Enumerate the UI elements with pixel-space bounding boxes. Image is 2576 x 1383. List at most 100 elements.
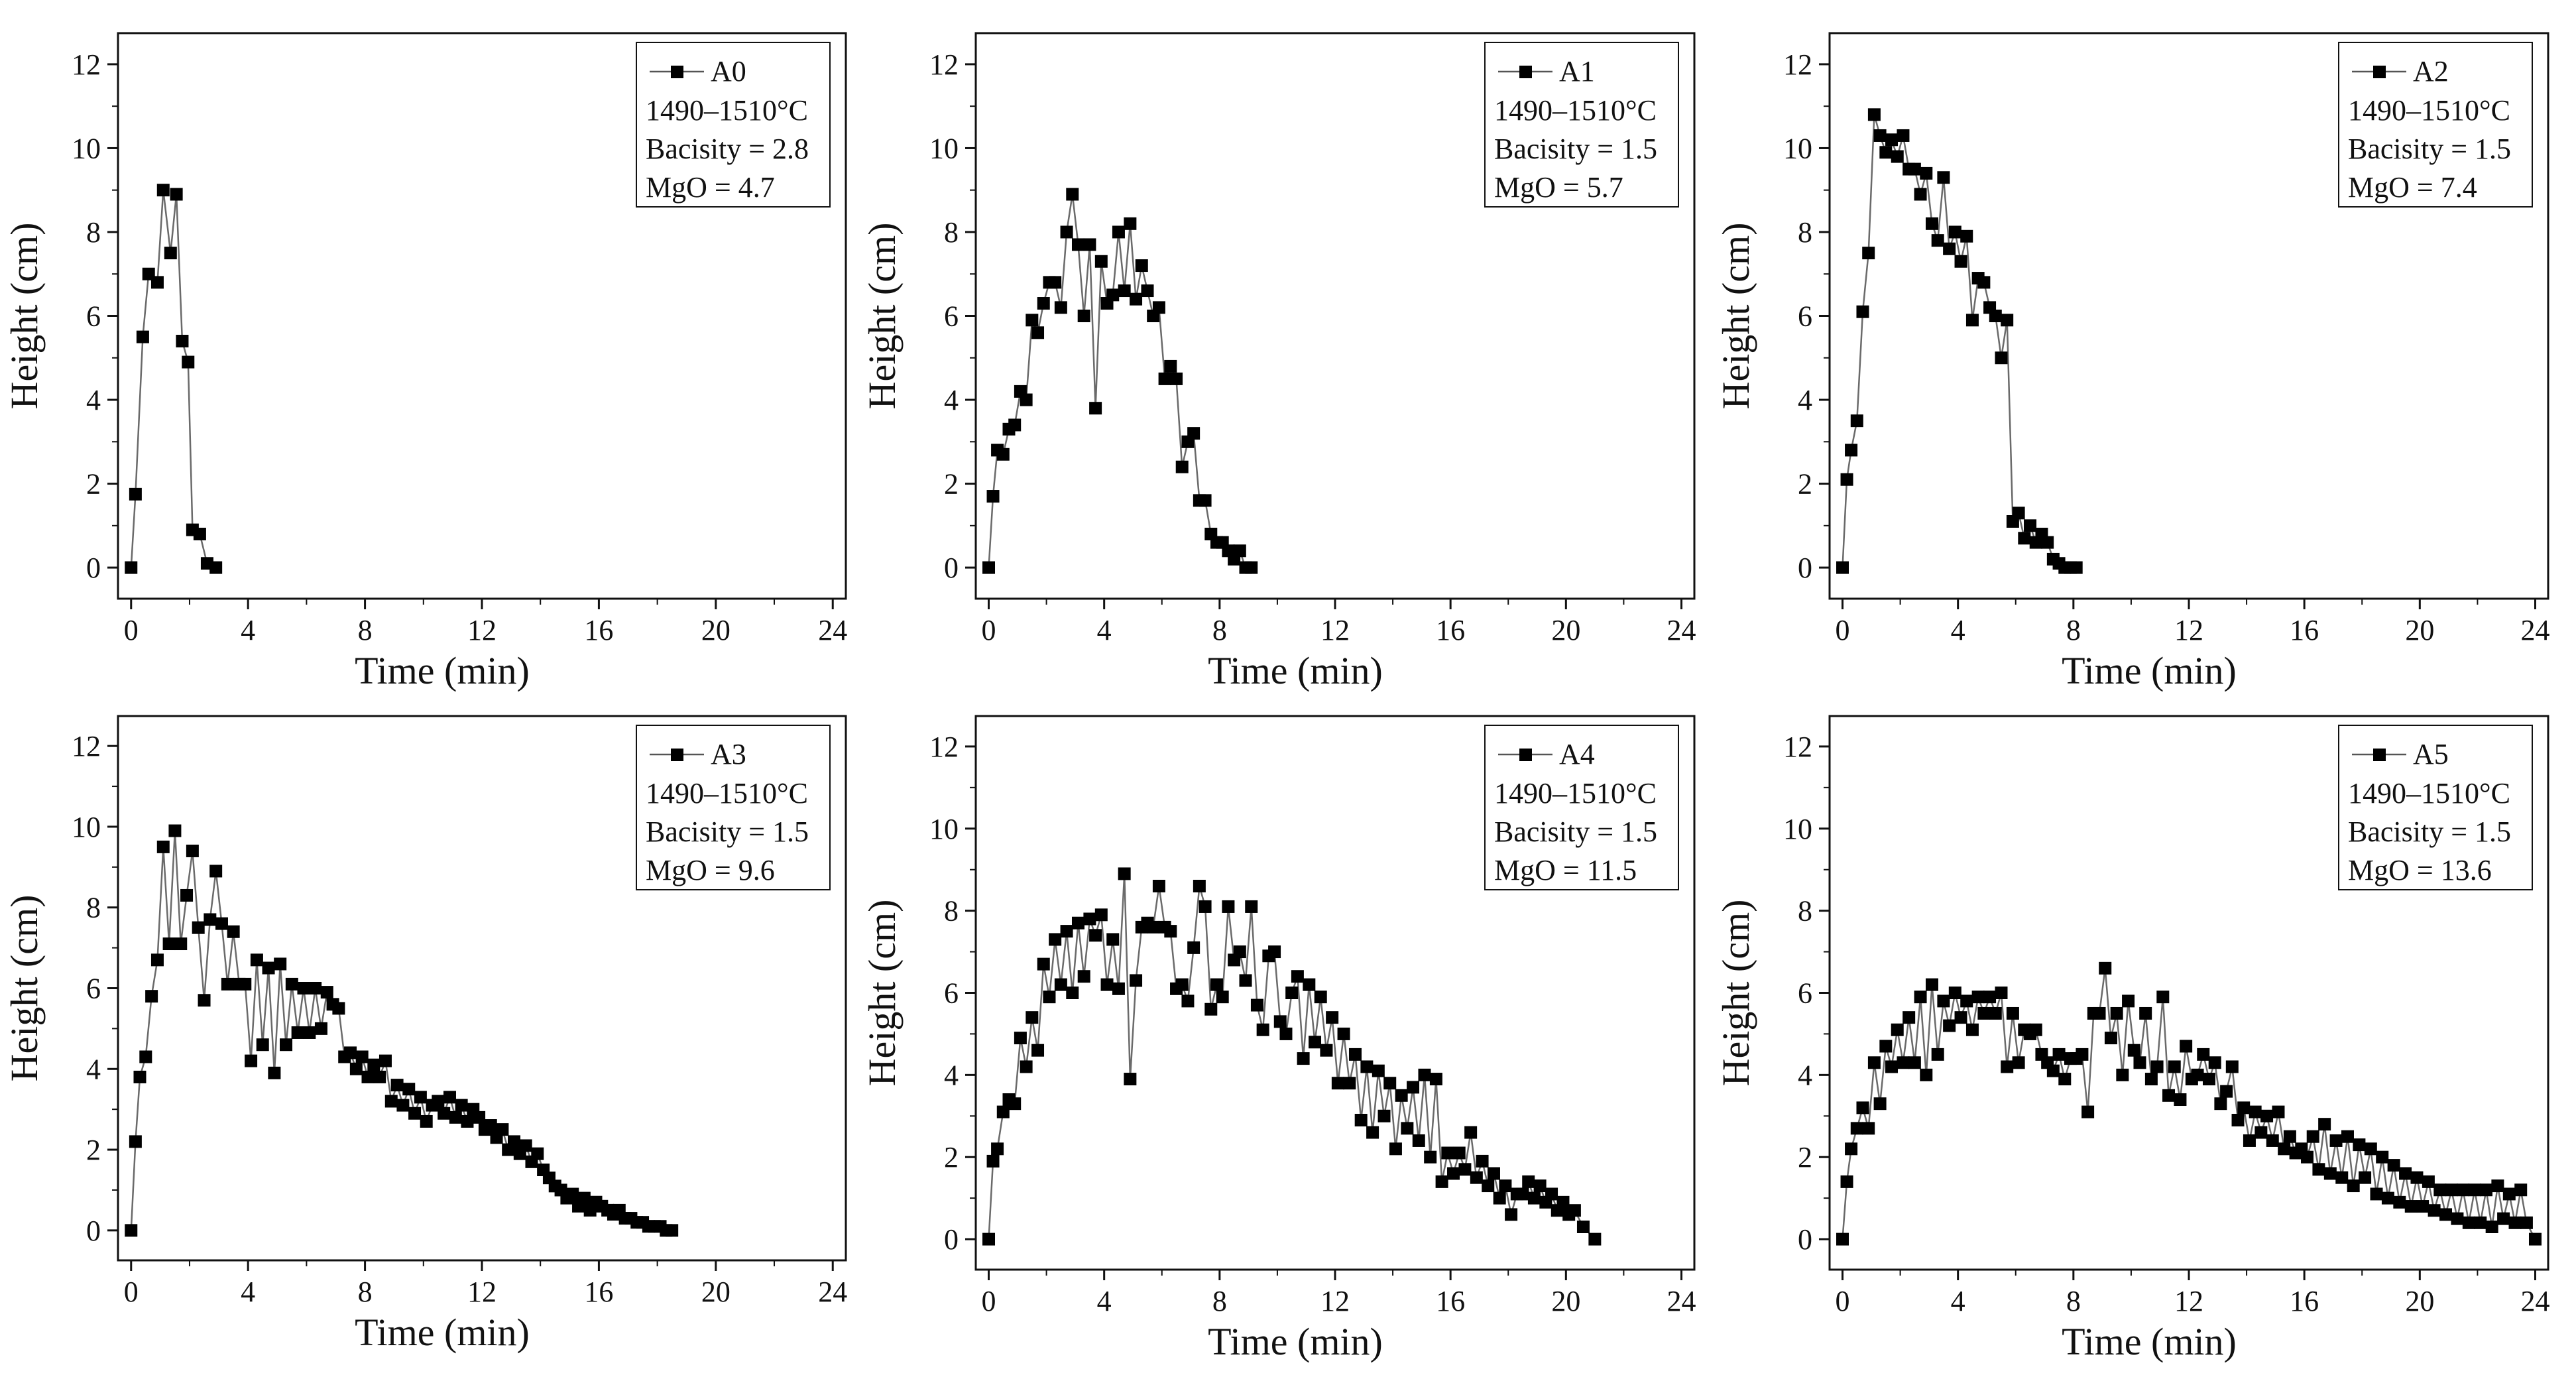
data-point bbox=[402, 1083, 416, 1096]
data-point bbox=[1204, 1002, 1218, 1016]
y-axis-title: Height (cm) bbox=[1714, 900, 1757, 1087]
data-point bbox=[2341, 1130, 2354, 1143]
data-point bbox=[1487, 1167, 1500, 1180]
data-point bbox=[1908, 1056, 1921, 1069]
x-tick-label: 8 bbox=[1212, 614, 1227, 646]
y-tick-label: 0 bbox=[944, 1223, 959, 1256]
legend-series-name: A5 bbox=[2413, 738, 2449, 770]
x-tick-label: 0 bbox=[124, 1276, 139, 1308]
data-point bbox=[1360, 1060, 1374, 1073]
data-point bbox=[2335, 1171, 2349, 1184]
data-point bbox=[2278, 1142, 2291, 1156]
data-point bbox=[1089, 402, 1102, 415]
y-tick-label: 2 bbox=[944, 1141, 959, 1173]
data-point bbox=[1100, 978, 1114, 991]
legend-line: Bacisity = 1.5 bbox=[646, 815, 809, 848]
data-point bbox=[125, 561, 138, 574]
data-point bbox=[2474, 1216, 2487, 1229]
data-point bbox=[1407, 1081, 1420, 1094]
y-tick-label: 0 bbox=[86, 1215, 101, 1247]
data-point bbox=[1873, 1097, 1887, 1111]
data-point bbox=[168, 824, 182, 837]
data-point bbox=[1054, 301, 1067, 314]
data-point bbox=[1845, 444, 1858, 457]
data-point bbox=[2012, 507, 2025, 520]
data-point bbox=[150, 276, 164, 289]
data-point bbox=[1106, 933, 1120, 946]
data-point bbox=[1533, 1179, 1547, 1193]
data-point bbox=[1960, 229, 1973, 243]
data-point bbox=[193, 527, 206, 540]
data-point bbox=[1954, 255, 1967, 268]
y-tick-label: 10 bbox=[1783, 132, 1812, 164]
data-point bbox=[1850, 414, 1863, 428]
y-tick-label: 8 bbox=[944, 895, 959, 928]
data-point bbox=[1995, 987, 2008, 999]
data-point bbox=[519, 1139, 532, 1152]
x-tick-label: 4 bbox=[1097, 614, 1112, 646]
data-point bbox=[438, 1107, 451, 1120]
data-point bbox=[1158, 372, 1171, 385]
x-tick-label: 8 bbox=[358, 614, 373, 646]
data-point bbox=[982, 561, 996, 574]
legend-marker bbox=[671, 749, 683, 761]
data-point bbox=[1424, 1150, 1437, 1164]
y-tick-label: 12 bbox=[1783, 731, 1812, 763]
data-point bbox=[2260, 1109, 2274, 1122]
x-tick-label: 0 bbox=[982, 614, 996, 646]
data-point bbox=[2439, 1208, 2453, 1221]
y-tick-label: 4 bbox=[944, 384, 959, 416]
x-tick-label: 20 bbox=[1551, 1285, 1580, 1317]
data-point bbox=[209, 865, 223, 878]
legend-line: 1490–1510°C bbox=[646, 94, 808, 127]
y-tick-label: 0 bbox=[1798, 1223, 1812, 1256]
data-point bbox=[1943, 242, 1956, 255]
data-point bbox=[1348, 1048, 1362, 1061]
data-point bbox=[1025, 314, 1039, 327]
data-point bbox=[449, 1111, 462, 1124]
data-point bbox=[303, 1026, 316, 1039]
data-point bbox=[2093, 1006, 2106, 1020]
data-point bbox=[1903, 1011, 1916, 1024]
y-tick-label: 6 bbox=[944, 300, 959, 333]
legend-line: MgO = 5.7 bbox=[1494, 171, 1623, 204]
data-point bbox=[2376, 1150, 2389, 1164]
x-tick-label: 16 bbox=[584, 1276, 613, 1308]
data-point bbox=[170, 188, 183, 201]
data-point bbox=[1256, 1023, 1269, 1036]
data-point bbox=[1303, 978, 1316, 991]
data-point bbox=[1020, 1060, 1033, 1073]
y-tick-label: 8 bbox=[86, 216, 101, 249]
legend-line: Bacisity = 1.5 bbox=[1494, 815, 1657, 848]
data-point bbox=[982, 1233, 996, 1246]
data-point bbox=[139, 1050, 152, 1063]
data-point bbox=[1447, 1167, 1460, 1180]
legend-line: Bacisity = 1.5 bbox=[2348, 815, 2511, 848]
data-point bbox=[1077, 310, 1090, 322]
data-point bbox=[1245, 900, 1258, 913]
data-point bbox=[2116, 1068, 2129, 1081]
data-point bbox=[2237, 1101, 2251, 1114]
x-tick-label: 4 bbox=[1951, 1285, 1965, 1317]
x-tick-label: 24 bbox=[2520, 614, 2549, 646]
legend-box bbox=[2338, 42, 2533, 208]
data-point bbox=[245, 1054, 258, 1067]
data-point bbox=[2133, 1056, 2146, 1069]
data-point bbox=[204, 913, 217, 926]
data-point bbox=[2528, 1233, 2542, 1246]
y-tick-label: 6 bbox=[944, 977, 959, 1010]
data-point bbox=[1954, 1011, 1967, 1024]
data-point bbox=[2502, 1187, 2516, 1201]
data-point bbox=[443, 1091, 456, 1104]
legend-line: Bacisity = 1.5 bbox=[2348, 133, 2511, 165]
data-point bbox=[1124, 217, 1137, 230]
data-point bbox=[156, 184, 170, 197]
data-point bbox=[1931, 1048, 1944, 1061]
legend-box bbox=[636, 725, 831, 890]
data-point bbox=[2508, 1216, 2522, 1229]
data-point bbox=[1152, 301, 1165, 314]
data-point bbox=[2445, 1183, 2458, 1197]
